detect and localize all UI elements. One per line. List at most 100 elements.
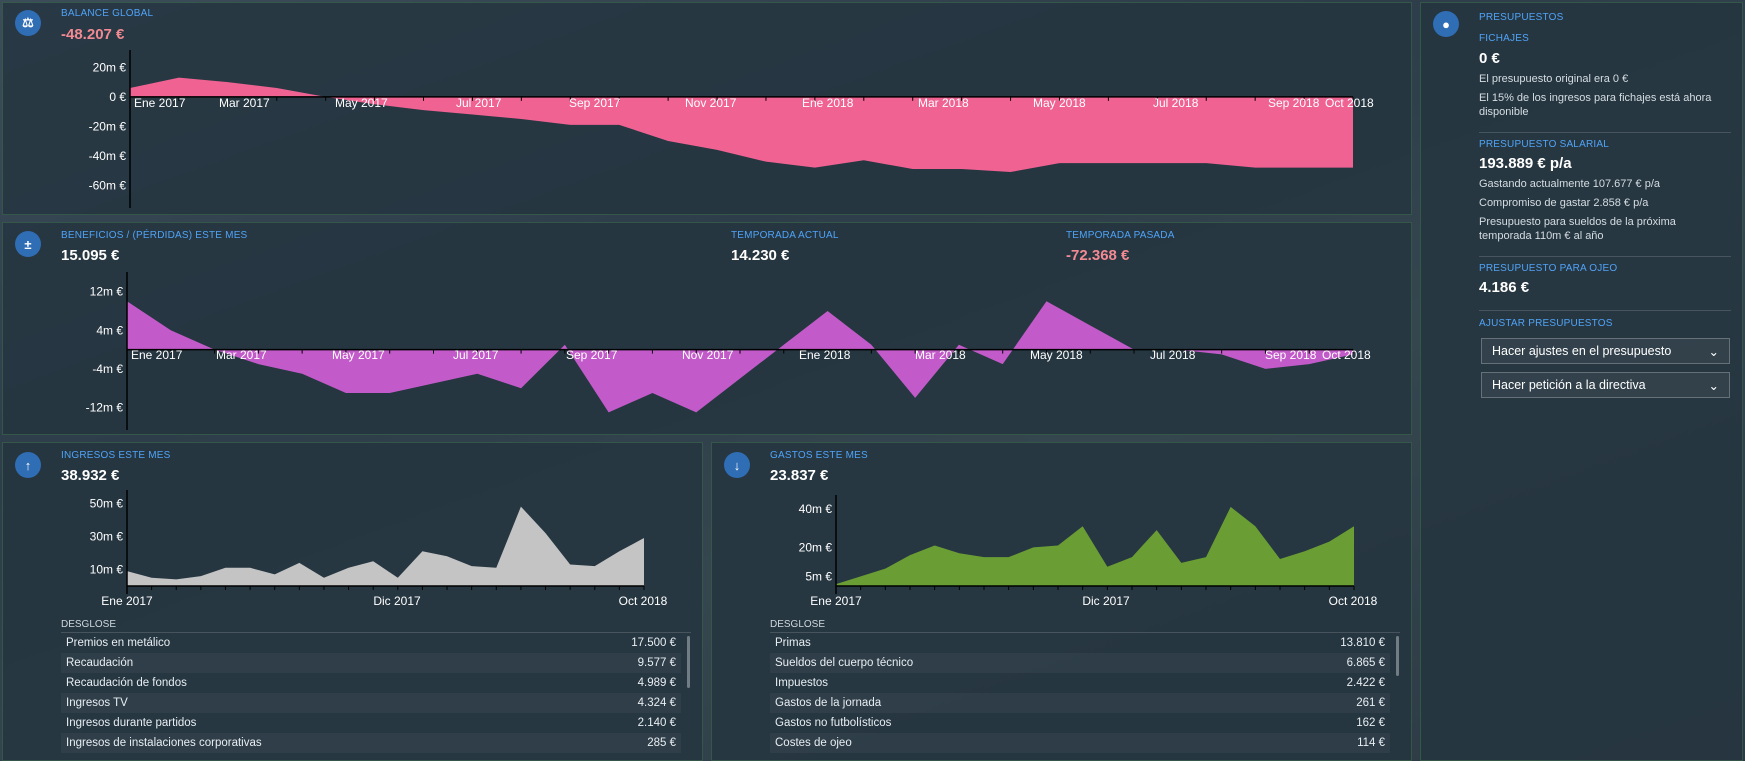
table-row[interactable]: Ingresos durante partidos 2.140 € [61,713,681,733]
expenses-breakdown-table: Primas 13.810 € Sueldos del cuerpo técnico… [770,633,1390,753]
row-value: 9.577 € [637,657,676,669]
board-request-dropdown[interactable]: Hacer petición a la directiva ⌄ [1481,372,1730,398]
row-label: Ingresos de instalaciones corporativas [66,737,262,749]
income-scrollbar[interactable] [687,636,690,688]
profit-x-label: May 2017 [332,348,385,362]
expenses-x-label: Oct 2018 [1329,594,1378,608]
income-panel [2,442,703,761]
profit-x-label: Jul 2017 [453,348,499,362]
balance-x-label: May 2018 [1033,96,1086,110]
profit-x-label: Ene 2017 [131,348,183,362]
arrow-down-icon: ↓ [724,452,750,478]
income-x-label: Oct 2018 [619,594,668,608]
profit-x-label: Jul 2018 [1150,348,1196,362]
row-value: 4.324 € [637,697,676,709]
expenses-panel [711,442,1412,761]
profit-x-label: Sep 2018 [1265,348,1317,362]
balance-caption: BALANCE GLOBAL [61,8,154,19]
adjust-budget-dropdown[interactable]: Hacer ajustes en el presupuesto ⌄ [1481,338,1730,364]
row-value: 4.989 € [637,677,676,689]
expenses-x-label: Ene 2017 [810,594,862,608]
profit-x-label: Nov 2017 [682,348,734,362]
expenses-scrollbar[interactable] [1396,636,1399,676]
profit-chart: 12m € 4m € -4m € -12m € Ene 2017 Mar 2017 May … [86,272,1371,430]
income-value: 38.932 € [61,467,120,484]
balance-x-label: Nov 2017 [685,96,737,110]
profit-x-label: May 2018 [1030,348,1083,362]
table-row[interactable]: Ingresos TV 4.324 € [61,693,681,713]
last-season-caption: TEMPORADA PASADA [1066,230,1175,241]
balance-x-label: May 2017 [335,96,388,110]
plus-minus-icon: ± [15,231,41,257]
arrow-up-icon: ↑ [15,452,41,478]
wage-note-next-season: Presupuesto para sueldos de la próxima t… [1479,216,1676,242]
scout-caption: PRESUPUESTO PARA OJEO [1479,263,1618,274]
wage-note-commitment: Compromiso de gastar 2.858 € p/a [1479,197,1649,209]
table-row[interactable]: Recaudación 9.577 € [61,653,681,673]
expenses-area [836,506,1354,586]
income-x-label: Dic 2017 [373,594,421,608]
balance-y-label: -60m € [89,178,127,192]
balance-value: -48.207 € [61,26,125,43]
current-season-caption: TEMPORADA ACTUAL [731,230,839,241]
profit-y-label: 4m € [96,323,123,337]
chevron-down-icon: ⌄ [1708,344,1719,359]
transfers-value: 0 € [1479,50,1500,67]
row-label: Sueldos del cuerpo técnico [775,657,914,669]
profit-y-label: -12m € [86,401,124,415]
profit-area [127,301,1353,413]
expenses-y-label: 20m € [799,540,833,554]
table-row[interactable]: Gastos de la jornada 261 € [770,693,1390,713]
last-season-value: -72.368 € [1066,247,1130,264]
row-value: 2.140 € [637,717,676,729]
transfers-caption: FICHAJES [1479,33,1529,44]
profit-x-label: Ene 2018 [799,348,851,362]
income-area [127,506,644,586]
budget-divider-1 [1479,132,1731,133]
expenses-divider [770,632,1400,633]
chevron-down-icon: ⌄ [1708,378,1719,393]
row-label: Recaudación [66,657,134,669]
table-row[interactable]: Costes de ojeo 114 € [770,733,1390,753]
expenses-chart: 40m € 20m € 5m € Ene 2017 Dic 2017 Oct 2018 [799,495,1378,608]
table-row[interactable]: Sueldos del cuerpo técnico 6.865 € [770,653,1390,673]
profit-x-label: Sep 2017 [566,348,618,362]
adjust-budget-label: Hacer ajustes en el presupuesto [1492,344,1672,358]
profit-x-label: Oct 2018 [1322,348,1371,362]
table-row[interactable]: Primas 13.810 € [770,633,1390,653]
row-value: 261 € [1356,697,1385,709]
balance-x-label: Sep 2017 [569,96,621,110]
transfers-note-percent: El 15% de los ingresos para fichajes est… [1479,92,1712,118]
row-label: Primas [775,637,811,649]
row-label: Ingresos durante partidos [66,717,197,729]
scout-value: 4.186 € [1479,279,1530,296]
table-row[interactable]: Premios en metálico 17.500 € [61,633,681,653]
row-label: Gastos no futbolísticos [775,717,892,729]
balance-x-label: Sep 2018 [1268,96,1320,110]
profit-y-label: 12m € [90,285,124,299]
balance-x-label: Jul 2017 [456,96,502,110]
balance-x-label: Oct 2018 [1325,96,1374,110]
expenses-breakdown-title: DESGLOSE [770,619,826,630]
row-label: Impuestos [775,677,829,689]
profit-y-label: -4m € [92,362,123,376]
table-row[interactable]: Recaudación de fondos 4.989 € [61,673,681,693]
expenses-caption: GASTOS ESTE MES [770,450,868,461]
table-row[interactable]: Ingresos de instalaciones corporativas 28… [61,733,681,753]
balance-y-label: -40m € [89,149,127,163]
budgets-caption: PRESUPUESTOS [1479,12,1564,23]
table-row[interactable]: Gastos no futbolísticos 162 € [770,713,1390,733]
profit-caption: BENEFICIOS / (PÉRDIDAS) ESTE MES [61,230,248,241]
row-label: Recaudación de fondos [66,677,187,689]
piggy-bank-icon: ● [1433,11,1459,37]
income-y-label: 10m € [90,562,124,576]
balance-x-label: Ene 2018 [802,96,854,110]
row-label: Premios en metálico [66,637,171,649]
profit-x-label: Mar 2017 [216,348,267,362]
balance-y-label: 0 € [109,90,126,104]
expenses-y-label: 40m € [799,502,833,516]
balance-x-label: Ene 2017 [134,96,186,110]
wage-value: 193.889 € p/a [1479,155,1572,172]
table-row[interactable]: Impuestos 2.422 € [770,673,1390,693]
row-value: 114 € [1357,737,1385,749]
